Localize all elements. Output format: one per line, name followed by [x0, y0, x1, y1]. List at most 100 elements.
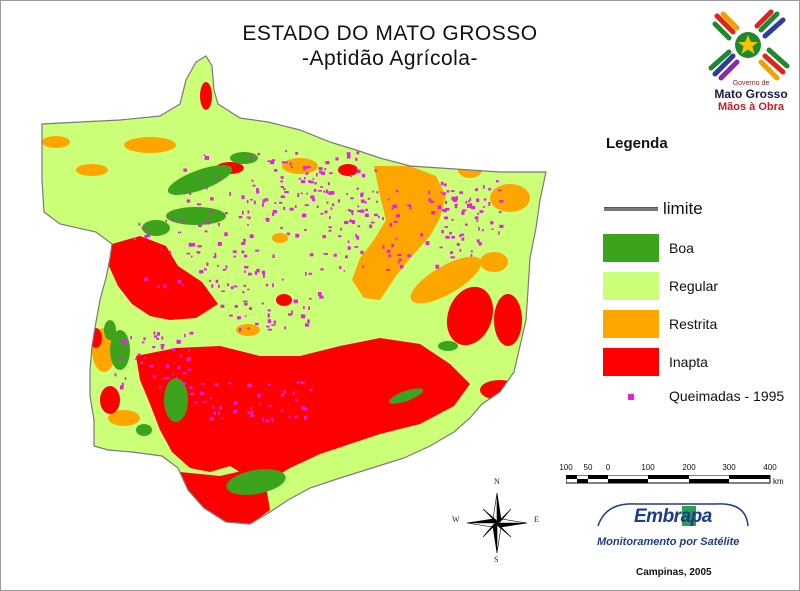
queimada-point	[138, 222, 141, 226]
queimada-point	[346, 193, 349, 195]
queimada-point	[290, 166, 293, 168]
queimada-point	[233, 401, 238, 405]
queimada-point	[294, 205, 297, 208]
governo-mato-grosso-logo	[708, 9, 790, 81]
queimada-point	[213, 411, 216, 415]
queimada-point	[283, 390, 286, 393]
queimada-point	[301, 406, 305, 411]
queimada-point	[157, 285, 160, 289]
queimada-point	[218, 284, 220, 289]
queimada-point	[482, 206, 486, 208]
queimada-point	[177, 231, 182, 234]
scale-tick-label: 50	[583, 463, 593, 472]
queimada-point	[445, 200, 448, 204]
queimada-point	[152, 375, 157, 379]
queimada-point	[357, 169, 361, 173]
queimada-point	[465, 200, 468, 204]
queimada-point	[397, 253, 402, 256]
queimada-point	[141, 341, 145, 344]
queimada-point	[319, 170, 322, 174]
queimada-point	[140, 361, 144, 364]
queimada-point	[165, 219, 168, 222]
queimada-point	[337, 199, 341, 203]
queimada-point	[256, 188, 259, 192]
queimada-point	[121, 339, 123, 343]
queimada-point	[206, 186, 208, 190]
queimada-point	[200, 383, 205, 385]
queimada-point	[283, 161, 288, 164]
queimada-point	[244, 270, 246, 273]
queimada-point	[284, 326, 287, 330]
queimada-point	[161, 336, 164, 340]
queimada-point	[196, 251, 201, 254]
queimada-point	[165, 376, 170, 380]
queimada-point	[308, 180, 311, 183]
queimada-point	[478, 227, 480, 231]
queimada-point	[247, 288, 250, 291]
queimada-point	[364, 213, 369, 217]
queimada-point	[186, 358, 191, 362]
queimada-point	[143, 357, 147, 359]
queimada-point	[186, 199, 191, 203]
queimada-point	[271, 417, 274, 422]
queimada-point	[211, 284, 214, 288]
queimada-point	[387, 198, 390, 201]
queimada-point	[229, 192, 231, 196]
queimada-point	[184, 333, 186, 338]
queimada-point	[375, 200, 378, 203]
queimada-point	[255, 322, 259, 325]
queimada-point	[205, 221, 211, 225]
queimada-point	[304, 177, 306, 180]
queimada-point	[321, 171, 325, 175]
queimada-point	[459, 234, 462, 238]
compass-south-label: S	[494, 555, 499, 564]
queimada-point	[490, 221, 494, 225]
queimada-point	[221, 290, 225, 292]
queimada-point	[300, 180, 306, 184]
queimada-point	[345, 255, 348, 259]
queimada-point	[320, 212, 324, 215]
queimada-point	[124, 377, 127, 380]
queimada-point	[248, 217, 251, 220]
queimada-point	[328, 226, 333, 228]
queimada-point	[186, 357, 192, 359]
scale-tick-label: 100	[559, 463, 573, 472]
legend-swatch-inapta	[603, 348, 659, 376]
queimada-point	[293, 299, 298, 304]
queimada-point	[182, 382, 186, 385]
queimada-point	[288, 313, 293, 316]
queimada-point	[326, 201, 329, 204]
queimada-point	[267, 160, 271, 163]
queimada-point	[280, 185, 284, 188]
compass-north-label: N	[494, 477, 500, 486]
queimada-point	[470, 205, 476, 210]
queimada-point	[160, 344, 165, 347]
queimada-point	[238, 327, 241, 332]
queimada-point	[249, 406, 252, 410]
compass-rose-icon	[466, 492, 528, 554]
queimada-point	[483, 198, 487, 201]
queimada-point	[233, 285, 238, 288]
queimada-point	[251, 179, 254, 182]
queimada-point	[327, 182, 330, 186]
queimada-point	[251, 411, 253, 416]
queimada-point	[451, 196, 456, 201]
queimada-point	[243, 254, 248, 258]
queimada-point	[177, 279, 182, 284]
legend-label-restrita: Restrita	[669, 316, 718, 332]
queimada-point	[130, 335, 132, 340]
queimada-point	[217, 264, 219, 268]
queimada-point	[382, 245, 385, 249]
legend-label-boa: Boa	[669, 240, 694, 256]
queimada-point	[498, 189, 502, 192]
queimada-point	[395, 237, 398, 240]
queimada-point	[347, 240, 350, 243]
queimada-point	[356, 235, 359, 240]
queimada-point	[450, 256, 455, 259]
queimada-point	[308, 272, 313, 275]
queimada-point	[407, 204, 412, 207]
queimada-point	[398, 258, 402, 262]
queimada-point	[339, 265, 342, 270]
queimada-point	[330, 207, 333, 210]
queimada-point	[291, 310, 293, 315]
